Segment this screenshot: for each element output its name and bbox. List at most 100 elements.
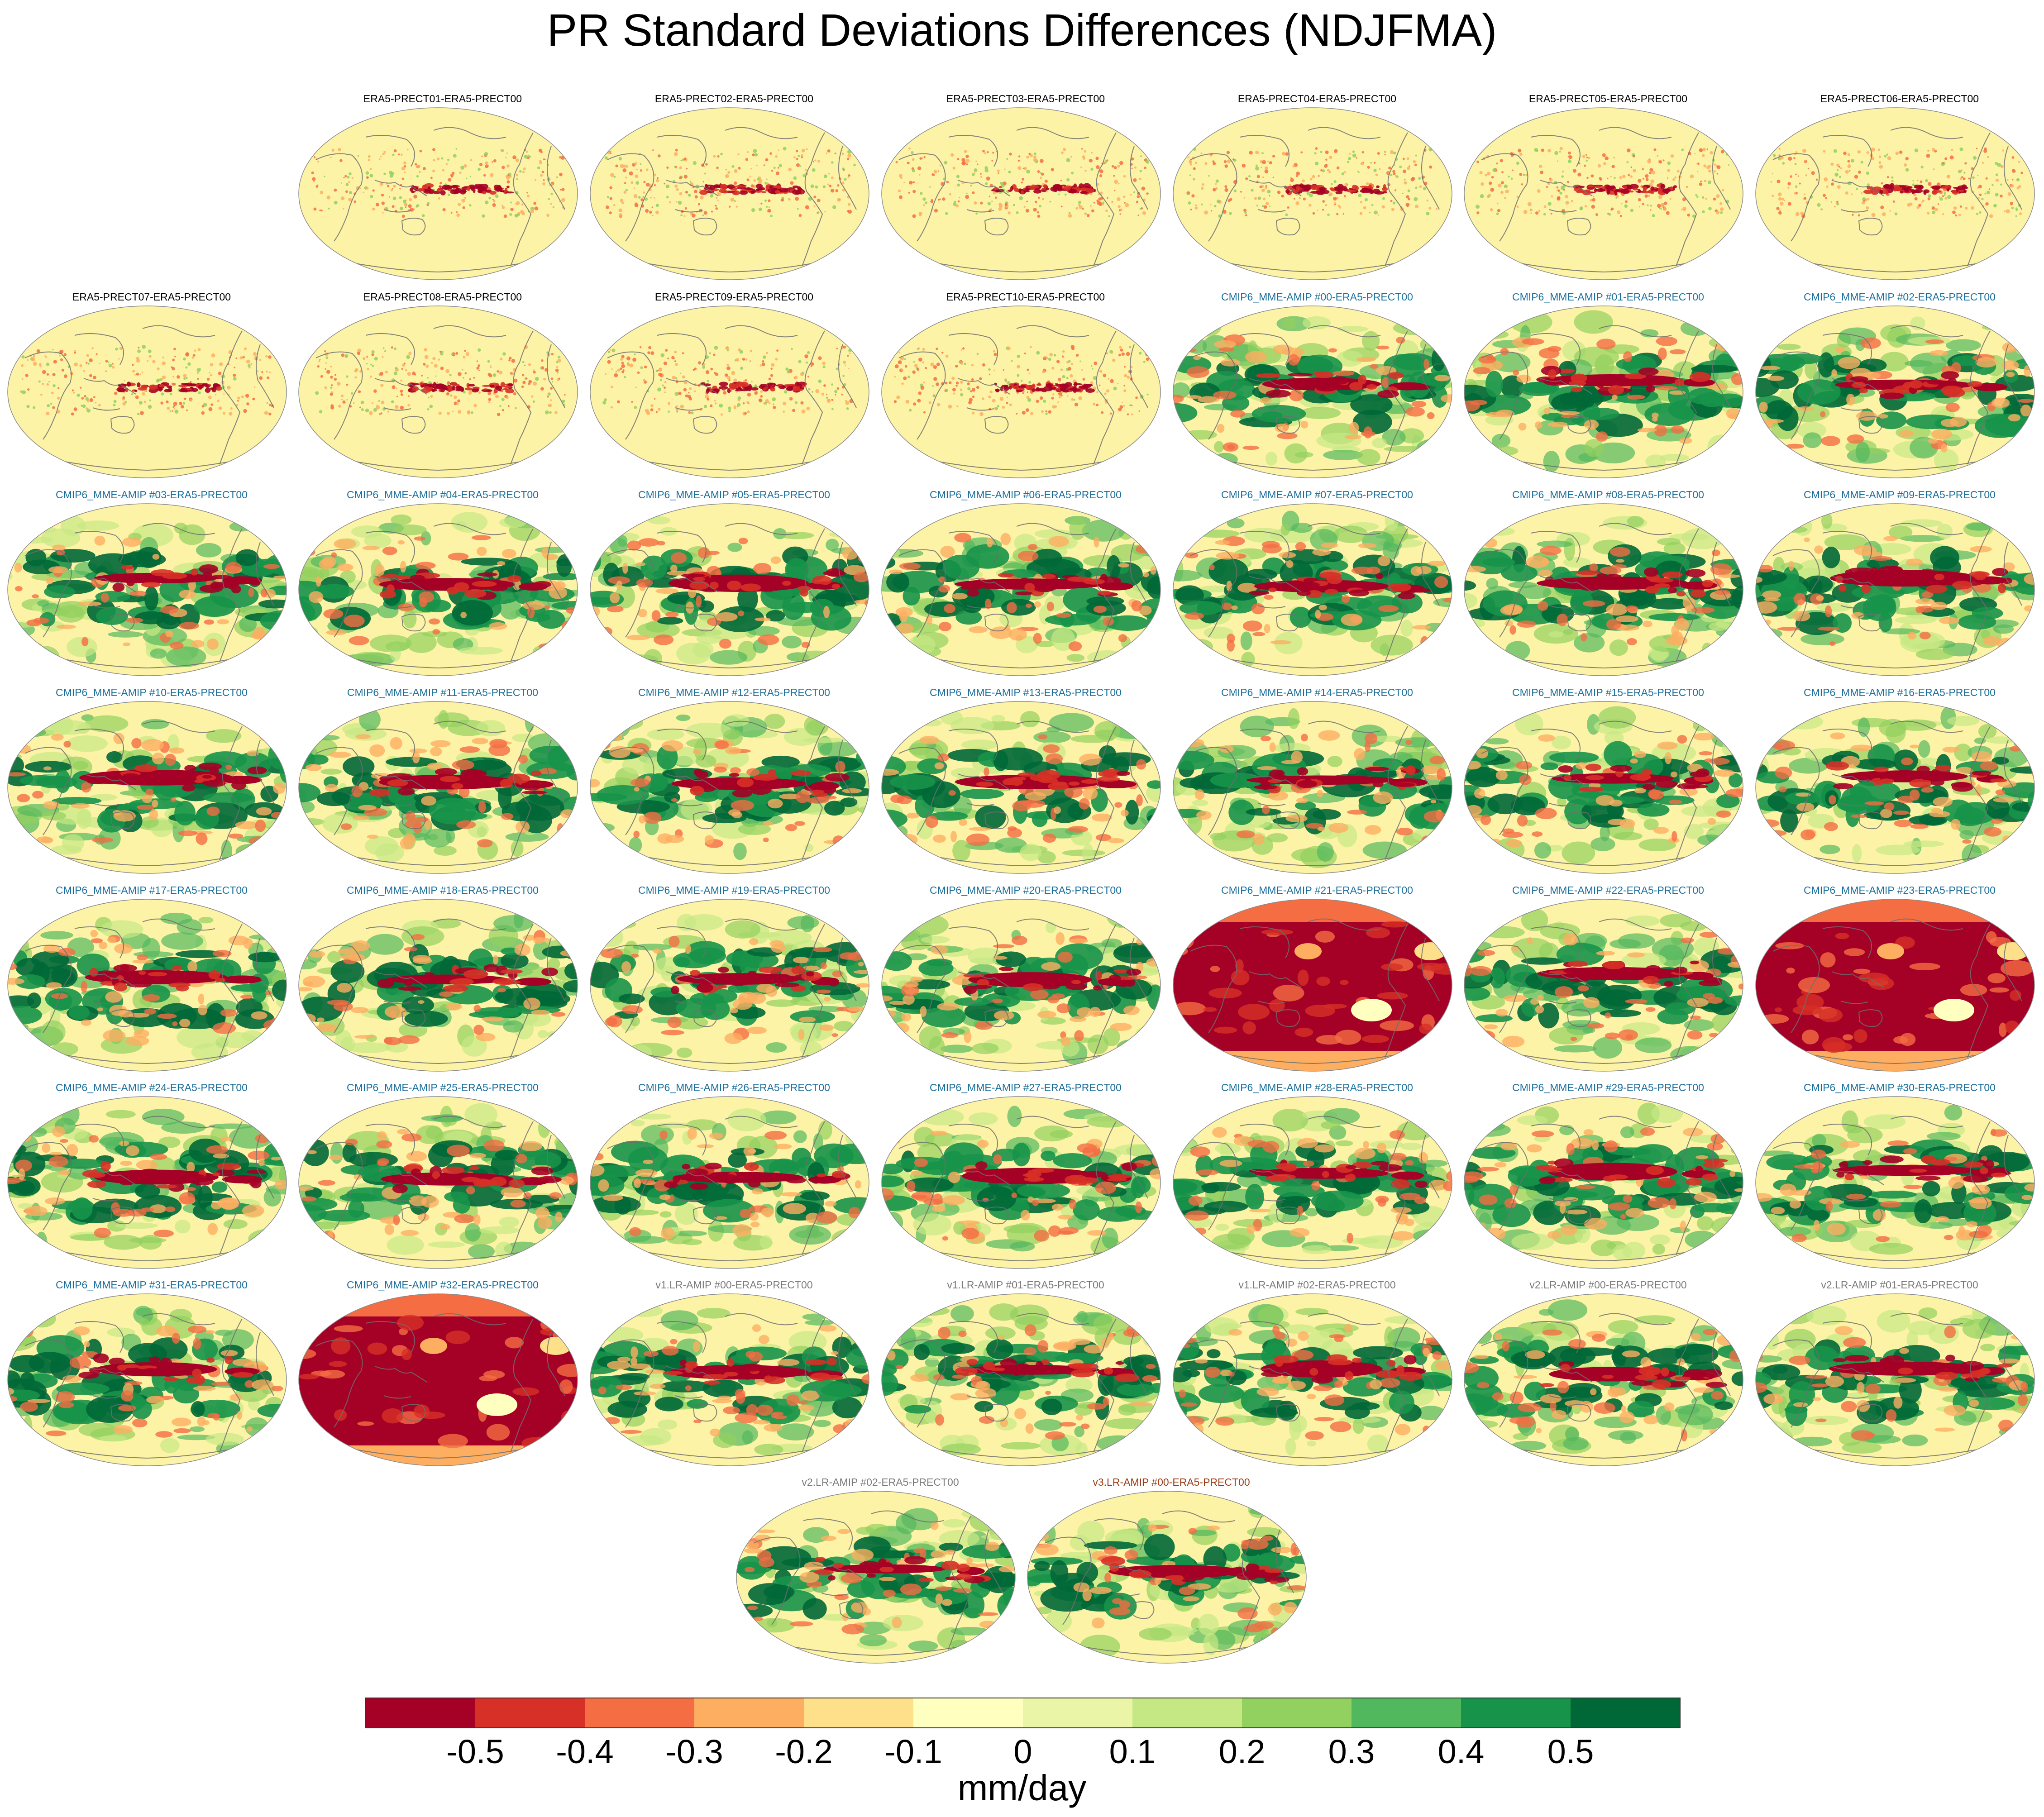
- map-panel: CMIP6_MME-AMIP #05-ERA5-PRECT00: [589, 489, 879, 683]
- panel-title: CMIP6_MME-AMIP #22-ERA5-PRECT00: [1512, 884, 1704, 896]
- panel-title: CMIP6_MME-AMIP #08-ERA5-PRECT00: [1512, 489, 1704, 501]
- map-panel: CMIP6_MME-AMIP #14-ERA5-PRECT00: [1172, 687, 1462, 881]
- map-panel: CMIP6_MME-AMIP #20-ERA5-PRECT00: [881, 884, 1170, 1079]
- panel-title: CMIP6_MME-AMIP #02-ERA5-PRECT00: [1804, 291, 1996, 303]
- panel-title: ERA5-PRECT02-ERA5-PRECT00: [654, 93, 814, 105]
- map-panel: CMIP6_MME-AMIP #01-ERA5-PRECT00: [1463, 291, 1753, 486]
- map-panel: CMIP6_MME-AMIP #15-ERA5-PRECT00: [1463, 687, 1753, 881]
- colorbar-tick-label: -0.3: [665, 1733, 723, 1770]
- map-panel: CMIP6_MME-AMIP #06-ERA5-PRECT00: [881, 489, 1170, 683]
- robinson-map: [1173, 1096, 1452, 1269]
- panel-title: ERA5-PRECT05-ERA5-PRECT00: [1528, 93, 1688, 105]
- colorbar-swatch: [1023, 1698, 1133, 1728]
- map-panel: ERA5-PRECT01-ERA5-PRECT00: [298, 93, 587, 287]
- map-panel: ERA5-PRECT06-ERA5-PRECT00: [1755, 93, 2044, 287]
- map-panel: CMIP6_MME-AMIP #32-ERA5-PRECT00: [298, 1279, 587, 1474]
- map-panel: ERA5-PRECT08-ERA5-PRECT00: [298, 291, 587, 486]
- panel-title: CMIP6_MME-AMIP #00-ERA5-PRECT00: [1221, 291, 1413, 303]
- robinson-map: [298, 107, 578, 280]
- colorbar-tick-label: -0.5: [446, 1733, 504, 1770]
- panel-title: v1.LR-AMIP #01-ERA5-PRECT00: [947, 1279, 1104, 1291]
- map-panel: CMIP6_MME-AMIP #17-ERA5-PRECT00: [7, 884, 296, 1079]
- robinson-map: [298, 503, 578, 676]
- colorbar-tick-label: 0.1: [1109, 1733, 1156, 1770]
- map-panel: CMIP6_MME-AMIP #04-ERA5-PRECT00: [298, 489, 587, 683]
- panel-title: CMIP6_MME-AMIP #28-ERA5-PRECT00: [1221, 1082, 1413, 1093]
- robinson-map: [7, 503, 287, 676]
- panel-title: v3.LR-AMIP #00-ERA5-PRECT00: [1093, 1476, 1250, 1488]
- map-panel: ERA5-PRECT04-ERA5-PRECT00: [1172, 93, 1462, 287]
- panel-title: CMIP6_MME-AMIP #10-ERA5-PRECT00: [56, 687, 248, 698]
- robinson-map: [1173, 1293, 1452, 1466]
- robinson-map: [590, 107, 869, 280]
- colorbar-tick-label: -0.2: [775, 1733, 833, 1770]
- colorbar-swatch: [1352, 1698, 1461, 1728]
- map-panel: CMIP6_MME-AMIP #18-ERA5-PRECT00: [298, 884, 587, 1079]
- map-panel: CMIP6_MME-AMIP #11-ERA5-PRECT00: [298, 687, 587, 881]
- panel-title: CMIP6_MME-AMIP #31-ERA5-PRECT00: [56, 1279, 248, 1291]
- robinson-map: [590, 899, 869, 1072]
- map-panel: CMIP6_MME-AMIP #12-ERA5-PRECT00: [589, 687, 879, 881]
- panel-title: ERA5-PRECT07-ERA5-PRECT00: [72, 291, 231, 303]
- panel-title: ERA5-PRECT03-ERA5-PRECT00: [946, 93, 1105, 105]
- panel-title: CMIP6_MME-AMIP #27-ERA5-PRECT00: [930, 1082, 1122, 1093]
- robinson-map: [1755, 899, 2035, 1072]
- panel-title: CMIP6_MME-AMIP #12-ERA5-PRECT00: [638, 687, 830, 698]
- robinson-map: [590, 1096, 869, 1269]
- panel-title: v2.LR-AMIP #00-ERA5-PRECT00: [1529, 1279, 1687, 1291]
- robinson-map: [590, 701, 869, 874]
- panel-title: ERA5-PRECT01-ERA5-PRECT00: [363, 93, 522, 105]
- map-panel: v1.LR-AMIP #00-ERA5-PRECT00: [589, 1279, 879, 1474]
- map-panel: CMIP6_MME-AMIP #22-ERA5-PRECT00: [1463, 884, 1753, 1079]
- panel-title: CMIP6_MME-AMIP #20-ERA5-PRECT00: [930, 884, 1122, 896]
- map-panel-grid: ERA5-PRECT01-ERA5-PRECT00 ERA5-PRECT02-ER…: [7, 93, 2044, 1664]
- map-panel: v1.LR-AMIP #01-ERA5-PRECT00: [881, 1279, 1170, 1474]
- figure-title: PR Standard Deviations Differences (NDJF…: [547, 5, 1497, 56]
- colorbar-unit-label: mm/day: [958, 1768, 1087, 1808]
- panel-title: CMIP6_MME-AMIP #09-ERA5-PRECT00: [1804, 489, 1996, 501]
- robinson-map: [298, 1293, 578, 1466]
- map-panel: CMIP6_MME-AMIP #23-ERA5-PRECT00: [1755, 884, 2044, 1079]
- panel-title: CMIP6_MME-AMIP #21-ERA5-PRECT00: [1221, 884, 1413, 896]
- robinson-map: [1464, 1096, 1743, 1269]
- robinson-map: [1173, 503, 1452, 676]
- panel-title: v1.LR-AMIP #00-ERA5-PRECT00: [655, 1279, 813, 1291]
- robinson-map: [1755, 503, 2035, 676]
- robinson-map: [298, 899, 578, 1072]
- robinson-map: [298, 305, 578, 478]
- robinson-map: [1755, 305, 2035, 478]
- map-panel: CMIP6_MME-AMIP #00-ERA5-PRECT00: [1172, 291, 1462, 486]
- panel-title: ERA5-PRECT09-ERA5-PRECT00: [654, 291, 814, 303]
- panel-title: CMIP6_MME-AMIP #13-ERA5-PRECT00: [930, 687, 1122, 698]
- map-panel: CMIP6_MME-AMIP #13-ERA5-PRECT00: [881, 687, 1170, 881]
- map-panel: ERA5-PRECT07-ERA5-PRECT00: [7, 291, 296, 486]
- robinson-map: [590, 305, 869, 478]
- map-panel: CMIP6_MME-AMIP #24-ERA5-PRECT00: [7, 1082, 296, 1276]
- colorbar-frame: [365, 1698, 1681, 1728]
- robinson-map: [1173, 899, 1452, 1072]
- map-panel: ERA5-PRECT10-ERA5-PRECT00: [881, 291, 1170, 486]
- colorbar-swatch: [366, 1698, 476, 1728]
- colorbar-swatch: [913, 1698, 1023, 1728]
- robinson-map: [1755, 1096, 2035, 1269]
- panel-title: v2.LR-AMIP #02-ERA5-PRECT00: [802, 1476, 959, 1488]
- robinson-map: [1173, 701, 1452, 874]
- robinson-map: [1027, 1491, 1307, 1664]
- colorbar-swatch: [475, 1698, 585, 1728]
- map-panel: CMIP6_MME-AMIP #10-ERA5-PRECT00: [7, 687, 296, 881]
- robinson-map: [881, 701, 1161, 874]
- panel-title: CMIP6_MME-AMIP #05-ERA5-PRECT00: [638, 489, 830, 501]
- panel-title: CMIP6_MME-AMIP #30-ERA5-PRECT00: [1804, 1082, 1996, 1093]
- map-panel: v2.LR-AMIP #01-ERA5-PRECT00: [1755, 1279, 2044, 1474]
- panel-title: CMIP6_MME-AMIP #15-ERA5-PRECT00: [1512, 687, 1704, 698]
- map-panel: CMIP6_MME-AMIP #31-ERA5-PRECT00: [7, 1279, 296, 1474]
- panel-title: ERA5-PRECT08-ERA5-PRECT00: [363, 291, 522, 303]
- colorbar-swatch: [694, 1698, 804, 1728]
- robinson-map: [590, 1293, 869, 1466]
- robinson-map: [590, 503, 869, 676]
- colorbar-swatch: [585, 1698, 695, 1728]
- robinson-map: [7, 305, 287, 478]
- robinson-map: [881, 305, 1161, 478]
- robinson-map: [881, 107, 1161, 280]
- robinson-map: [298, 701, 578, 874]
